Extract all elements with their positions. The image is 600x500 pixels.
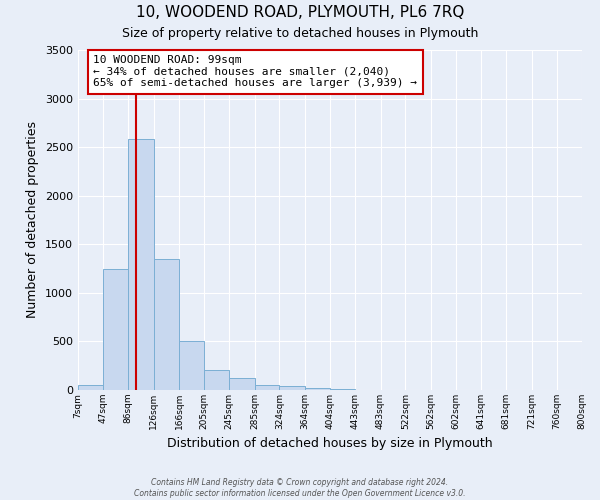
Bar <box>204 370 229 390</box>
Bar <box>179 342 204 390</box>
Text: Size of property relative to detached houses in Plymouth: Size of property relative to detached ho… <box>122 28 478 40</box>
X-axis label: Distribution of detached houses by size in Plymouth: Distribution of detached houses by size … <box>167 438 493 450</box>
Text: 10 WOODEND ROAD: 99sqm
← 34% of detached houses are smaller (2,040)
65% of semi-: 10 WOODEND ROAD: 99sqm ← 34% of detached… <box>93 55 417 88</box>
Bar <box>103 268 128 390</box>
Bar <box>331 389 355 390</box>
Bar <box>280 386 305 390</box>
Bar <box>305 388 331 390</box>
Text: Contains HM Land Registry data © Crown copyright and database right 2024.
Contai: Contains HM Land Registry data © Crown c… <box>134 478 466 498</box>
Bar <box>254 385 280 390</box>
Y-axis label: Number of detached properties: Number of detached properties <box>26 122 40 318</box>
Bar <box>229 378 254 390</box>
Text: 10, WOODEND ROAD, PLYMOUTH, PL6 7RQ: 10, WOODEND ROAD, PLYMOUTH, PL6 7RQ <box>136 5 464 20</box>
Bar <box>154 259 179 390</box>
Bar <box>78 385 103 390</box>
Bar <box>128 140 154 390</box>
